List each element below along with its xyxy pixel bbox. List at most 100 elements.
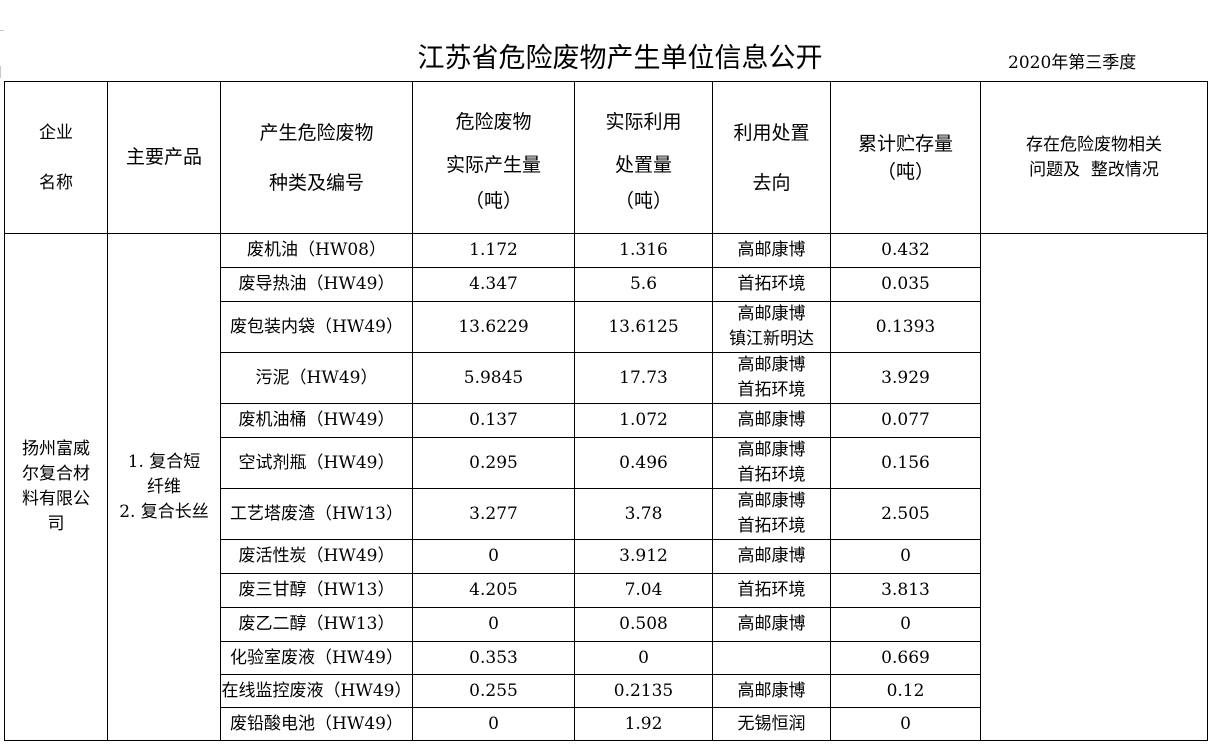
header-generated-line-1: 危险废物	[455, 110, 532, 133]
destination-cell: 高邮康博	[712, 233, 831, 268]
destination-cell: 高邮康博 镇江新明达	[712, 301, 831, 353]
destination-line: 首拓环境	[737, 274, 806, 294]
generated-cell: 0	[412, 539, 575, 574]
header-stored: 累计贮存量 （吨）	[830, 81, 981, 234]
stored-cell: 3.929	[830, 352, 981, 404]
waste-type-cell: 污泥（HW49）	[220, 352, 413, 404]
waste-type-cell: 废铅酸电池（HW49）	[220, 707, 413, 741]
utilized-cell: 7.04	[574, 573, 713, 608]
destination-cell	[712, 641, 831, 675]
header-utilized-line-3: （吨）	[614, 189, 672, 212]
waste-type-cell: 废包装内袋（HW49）	[220, 301, 413, 353]
destination-line: 高邮康博	[737, 546, 806, 566]
header-product-label: 主要产品	[125, 146, 202, 168]
destination-cell: 高邮康博	[712, 607, 831, 642]
destination-line: 无锡恒润	[737, 713, 806, 734]
stored-cell: 0.432	[830, 233, 981, 268]
company-line-3: 料有限公	[22, 489, 90, 509]
waste-type-cell: 工艺塔废渣（HW13）	[220, 488, 413, 540]
stored-cell: 0.1393	[830, 301, 981, 353]
destination-cell: 高邮康博 首拓环境	[712, 352, 831, 404]
destination-cell: 高邮康博 首拓环境	[712, 437, 831, 489]
generated-cell: 0	[412, 707, 575, 741]
waste-info-table: 企业 名称 主要产品 产生危险废物 种类及编号 危险废物 实际产生量 （吨） 实…	[4, 81, 1208, 741]
destination-line: 高邮康博	[737, 440, 806, 460]
destination-line: 高邮康博	[737, 614, 806, 634]
generated-cell: 4.347	[412, 267, 575, 302]
table-row: 废铅酸电池（HW49） 0 1.92 无锡恒润 0	[5, 707, 1208, 741]
destination-line: 首拓环境	[737, 380, 806, 400]
destination-line: 高邮康博	[737, 491, 806, 511]
stored-cell: 0.035	[830, 267, 981, 302]
destination-line: 高邮康博	[737, 410, 806, 430]
destination-cell: 高邮康博	[712, 539, 831, 574]
product-line-2: 纤维	[147, 476, 181, 497]
destination-cell: 首拓环境	[712, 267, 831, 302]
stored-cell: 0	[830, 607, 981, 642]
header-waste-type: 产生危险废物 种类及编号	[220, 81, 413, 234]
table-row: 扬州富威 尔复合材 料有限公 司 1. 复合短 纤维 2. 复合长丝 废机油（H…	[4, 233, 1208, 741]
stored-cell: 0.12	[830, 674, 981, 708]
stored-cell: 2.505	[830, 488, 981, 540]
table-row: 在线监控废液（HW49） 0.255 0.2135 高邮康博 0.12	[5, 674, 1208, 708]
utilized-cell: 0.508	[574, 607, 713, 642]
header-destination-line-1: 利用处置	[733, 121, 810, 144]
stored-cell: 0.077	[830, 403, 981, 438]
main-products-cell: 1. 复合短 纤维 2. 复合长丝	[107, 233, 221, 741]
utilized-cell: 0	[574, 641, 713, 675]
utilized-cell: 0.2135	[574, 674, 713, 708]
generated-cell: 4.205	[412, 573, 575, 608]
utilized-cell: 5.6	[574, 267, 713, 302]
table-row: 工艺塔废渣（HW13） 3.277 3.78 高邮康博 首拓环境 2.505	[5, 488, 1208, 540]
waste-type-cell: 废三甘醇（HW13）	[220, 573, 413, 608]
destination-cell: 高邮康博	[712, 674, 831, 708]
destination-line: 高邮康博	[737, 304, 806, 324]
table-row: 废三甘醇（HW13） 4.205 7.04 首拓环境 3.813	[5, 573, 1208, 608]
header-problem-line-2: 问题及 整改情况	[1029, 159, 1159, 180]
generated-cell: 0	[412, 607, 575, 642]
header-problem: 存在危险废物相关 问题及 整改情况	[980, 81, 1208, 234]
header-waste-type-line-1: 产生危险废物	[259, 121, 374, 144]
stored-cell: 0	[830, 539, 981, 574]
header-problem-line-1: 存在危险废物相关	[1026, 134, 1162, 155]
stored-cell: 0.669	[830, 641, 981, 675]
table-row: 空试剂瓶（HW49） 0.295 0.496 高邮康博 首拓环境 0.156	[5, 437, 1208, 489]
utilized-cell: 3.78	[574, 488, 713, 540]
header-stored-line-1: 累计贮存量	[857, 132, 953, 155]
header-company-line-1: 企业	[39, 122, 73, 143]
header-utilized-line-2: 处置量	[614, 153, 672, 176]
header-utilized-line-1: 实际利用	[605, 110, 682, 133]
table-row: 废导热油（HW49） 4.347 5.6 首拓环境 0.035	[5, 267, 1208, 302]
header-utilized: 实际利用 处置量 （吨）	[574, 81, 713, 234]
header-destination: 利用处置 去向	[712, 81, 831, 234]
utilized-cell: 13.6125	[574, 301, 713, 353]
generated-cell: 13.6229	[412, 301, 575, 353]
header-generated: 危险废物 实际产生量 （吨）	[412, 81, 575, 234]
product-line-1: 1. 复合短	[127, 451, 201, 472]
utilized-cell: 1.92	[574, 707, 713, 741]
page-title: 江苏省危险废物产生单位信息公开	[417, 43, 823, 74]
utilized-cell: 1.072	[574, 403, 713, 438]
destination-line: 首拓环境	[737, 465, 806, 485]
waste-type-cell: 空试剂瓶（HW49）	[220, 437, 413, 489]
company-line-1: 扬州富威	[22, 439, 90, 459]
destination-line: 高邮康博	[737, 680, 806, 701]
header-generated-line-3: （吨）	[464, 189, 522, 212]
destination-line: 首拓环境	[737, 580, 806, 600]
waste-type-cell: 在线监控废液（HW49）	[220, 674, 413, 708]
utilized-cell: 17.73	[574, 352, 713, 404]
company-name-cell: 扬州富威 尔复合材 料有限公 司	[4, 233, 108, 741]
destination-line: 高邮康博	[737, 355, 806, 375]
waste-type-cell: 废导热油（HW49）	[220, 267, 413, 302]
company-line-2: 尔复合材	[22, 464, 90, 484]
problem-cell	[980, 233, 1208, 741]
header-company: 企业 名称	[4, 81, 108, 234]
header-row: 企业 名称 主要产品 产生危险废物 种类及编号 危险废物 实际产生量 （吨） 实…	[4, 81, 1208, 234]
product-line-3: 2. 复合长丝	[119, 501, 209, 522]
destination-cell: 无锡恒润	[712, 707, 831, 741]
header-waste-type-line-2: 种类及编号	[268, 171, 364, 194]
stored-cell: 3.813	[830, 573, 981, 608]
destination-line: 首拓环境	[737, 516, 806, 536]
stored-cell: 0.156	[830, 437, 981, 489]
table-row: 废包装内袋（HW49） 13.6229 13.6125 高邮康博 镇江新明达 0…	[5, 301, 1208, 353]
